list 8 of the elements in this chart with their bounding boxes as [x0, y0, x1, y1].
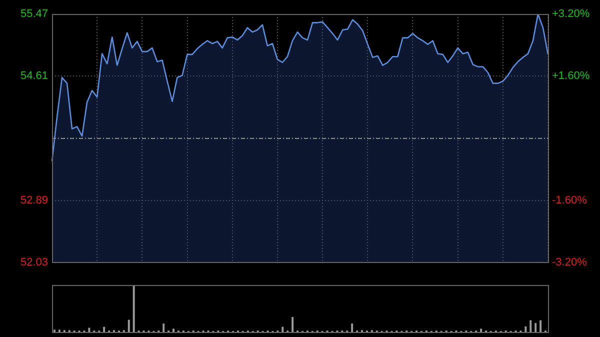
y2-tick-label: -1.60% — [552, 194, 588, 206]
y-tick-label: 54.61 — [20, 70, 48, 82]
y2-tick-label: +3.20% — [552, 8, 590, 20]
y-tick-label: 55.47 — [20, 8, 48, 20]
y-tick-label: 52.03 — [20, 256, 48, 268]
y-tick-label: 52.89 — [20, 194, 48, 206]
y2-tick-label: -3.20% — [552, 256, 588, 268]
y2-tick-label: +1.60% — [552, 70, 590, 82]
